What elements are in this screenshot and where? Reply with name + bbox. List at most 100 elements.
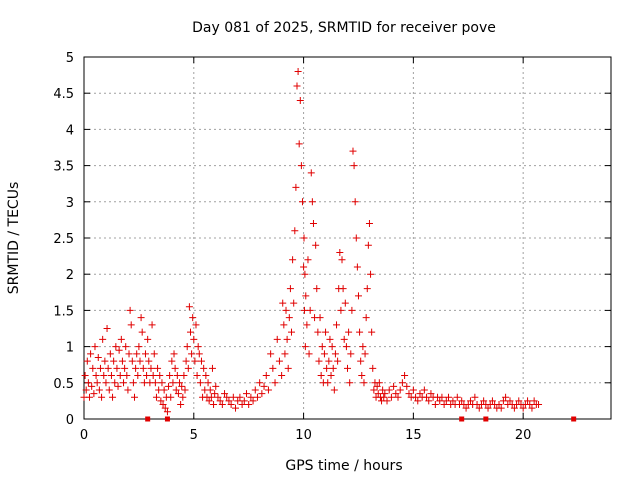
data-point: [88, 382, 96, 390]
data-point: [357, 357, 365, 365]
data-point: [440, 401, 448, 409]
data-point: [260, 382, 268, 390]
data-point: [141, 350, 149, 358]
data-point: [121, 364, 129, 372]
data-point: [290, 299, 298, 307]
data-point: [515, 397, 523, 405]
x-tick-label: 15: [405, 428, 422, 443]
data-point: [240, 397, 248, 405]
data-point: [339, 285, 347, 293]
data-point: [302, 292, 310, 300]
data-point: [98, 393, 106, 401]
grid: [84, 57, 611, 419]
data-point: [293, 82, 301, 90]
y-axis-label: SRMTID / TECUs: [6, 182, 22, 295]
data-point: [445, 393, 453, 401]
data-point: [414, 397, 422, 405]
data-point: [188, 350, 196, 358]
data-point: [273, 335, 281, 343]
data-point: [346, 379, 354, 387]
data-point: [84, 379, 92, 387]
data-point: [301, 343, 309, 351]
data-point: [200, 364, 208, 372]
data-point: [313, 285, 321, 293]
data-point: [361, 350, 369, 358]
data-point: [356, 328, 364, 336]
data-point: [106, 350, 114, 358]
data-point: [385, 386, 393, 394]
y-axis: 0 0.5 1 1.5 2 2.5 3 3.5 4 4.5 5: [53, 51, 611, 428]
data-point: [192, 321, 200, 329]
data-series: [81, 68, 577, 422]
data-point: [138, 328, 146, 336]
data-point: [151, 379, 159, 387]
y-tick-label: 4.5: [53, 87, 74, 102]
data-point: [185, 303, 193, 311]
data-point: [326, 335, 334, 343]
data-point: [341, 299, 349, 307]
data-point: [312, 241, 320, 249]
data-point: [325, 357, 333, 365]
data-point: [342, 343, 350, 351]
data-point: [427, 390, 435, 398]
data-point: [387, 393, 395, 401]
data-point: [318, 343, 326, 351]
data-point: [253, 393, 261, 401]
data-point: [182, 357, 190, 365]
data-point: [271, 379, 279, 387]
data-point: [392, 390, 400, 398]
data-point: [380, 393, 388, 401]
data-point: [105, 386, 113, 394]
data-point: [405, 390, 413, 398]
data-point: [85, 393, 93, 401]
data-point: [118, 357, 126, 365]
data-point: [102, 379, 110, 387]
data-point: [462, 404, 470, 412]
data-point: [112, 343, 120, 351]
data-point: [148, 321, 156, 329]
data-point: [449, 397, 457, 405]
data-point: [181, 386, 189, 394]
data-point: [530, 397, 538, 405]
data-point: [363, 285, 371, 293]
data-point: [294, 67, 302, 75]
data-point: [212, 382, 220, 390]
data-point: [314, 328, 322, 336]
data-point: [221, 390, 229, 398]
data-point: [145, 357, 153, 365]
data-point: [82, 386, 90, 394]
data-point: [136, 357, 144, 365]
data-point: [348, 306, 356, 314]
y-tick-label: 1.5: [53, 304, 74, 319]
x-tick-label: 20: [515, 428, 532, 443]
data-point: [315, 357, 323, 365]
data-point: [245, 401, 253, 409]
data-point: [120, 379, 128, 387]
data-point: [109, 393, 117, 401]
data-point: [328, 343, 336, 351]
data-point: [334, 357, 342, 365]
data-point: [116, 372, 124, 380]
data-point: [353, 263, 361, 271]
data-point: [337, 306, 345, 314]
data-point: [132, 364, 140, 372]
data-point: [173, 372, 181, 380]
data-point: [157, 397, 165, 405]
data-point: [131, 393, 139, 401]
data-point: [396, 386, 404, 394]
data-point: [251, 386, 259, 394]
data-point: [300, 234, 308, 242]
data-point: [367, 270, 375, 278]
data-point: [189, 314, 197, 322]
data-point: [234, 397, 242, 405]
data-point: [370, 386, 378, 394]
data-point: [167, 393, 175, 401]
data-point: [179, 393, 187, 401]
data-point: [425, 397, 433, 405]
data-point: [113, 364, 121, 372]
data-point: [161, 404, 169, 412]
data-point: [83, 357, 91, 365]
x-tick-label: 0: [80, 428, 88, 443]
data-point: [275, 357, 283, 365]
data-point: [330, 386, 338, 394]
